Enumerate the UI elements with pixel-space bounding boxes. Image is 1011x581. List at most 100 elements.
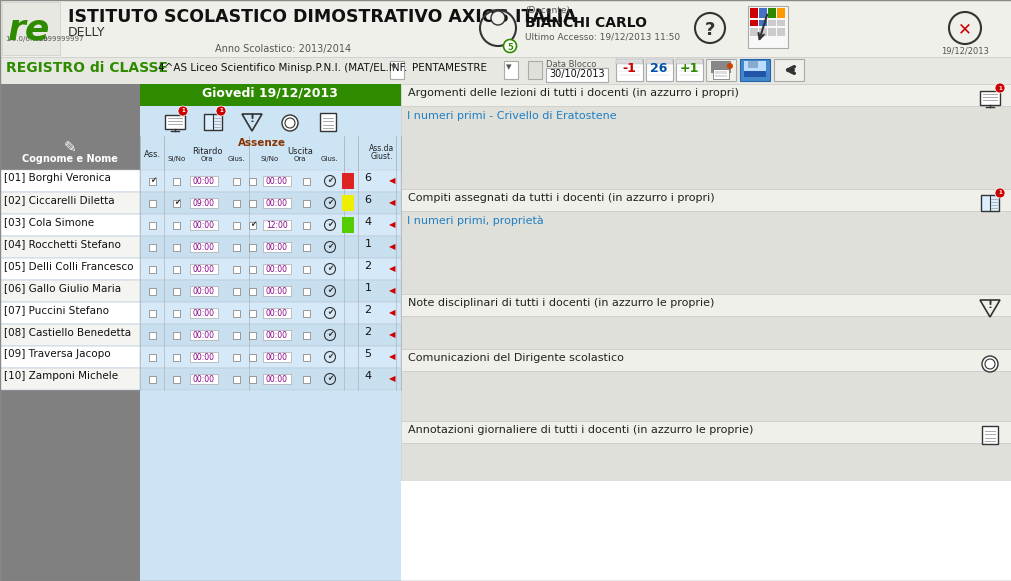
Bar — [250, 375, 256, 382]
Text: !: ! — [987, 300, 992, 310]
Text: 00:00: 00:00 — [266, 309, 288, 317]
Bar — [190, 264, 217, 274]
Text: 6: 6 — [364, 173, 371, 183]
Text: re: re — [8, 13, 51, 47]
Bar — [743, 71, 765, 77]
Text: Giovedi 19/12/2013: Giovedi 19/12/2013 — [202, 86, 338, 99]
Text: 00:00: 00:00 — [193, 221, 214, 229]
Bar — [150, 221, 157, 228]
Bar — [150, 266, 157, 272]
Bar — [234, 288, 241, 295]
Text: Data Blocco: Data Blocco — [546, 60, 595, 69]
Bar — [776, 28, 785, 36]
Circle shape — [282, 115, 297, 131]
Bar — [758, 8, 766, 18]
Bar — [400, 84, 1011, 106]
Text: ✔: ✔ — [327, 286, 333, 296]
Bar — [190, 286, 217, 296]
Circle shape — [490, 11, 504, 25]
Circle shape — [503, 40, 516, 52]
Text: Compiti assegnati da tutti i docenti (in azzurro i propri): Compiti assegnati da tutti i docenti (in… — [407, 193, 714, 203]
Bar — [190, 308, 217, 318]
Text: 00:00: 00:00 — [193, 331, 214, 339]
Text: ✔: ✔ — [327, 177, 333, 185]
Bar — [319, 113, 336, 131]
Text: ✔: ✔ — [327, 242, 333, 252]
Text: 1: 1 — [219, 109, 222, 113]
Bar — [400, 481, 1011, 581]
Bar — [0, 0, 1011, 57]
Bar — [303, 199, 310, 206]
Bar — [400, 211, 1011, 294]
Text: Ultimo Accesso: 19/12/2013 11:50: Ultimo Accesso: 19/12/2013 11:50 — [525, 32, 679, 41]
Bar — [250, 332, 256, 339]
Bar — [263, 176, 291, 186]
Bar — [250, 310, 256, 317]
Text: [06] Gallo Giulio Maria: [06] Gallo Giulio Maria — [4, 283, 121, 293]
Bar — [0, 192, 140, 214]
Text: ◀: ◀ — [388, 221, 395, 229]
Text: Si/No: Si/No — [261, 156, 279, 162]
Bar — [711, 61, 730, 73]
Circle shape — [726, 63, 732, 69]
Text: 00:00: 00:00 — [266, 375, 288, 383]
Bar — [342, 195, 354, 211]
Text: 1: 1 — [997, 191, 1001, 195]
Text: Gius.: Gius. — [227, 156, 246, 162]
Bar — [979, 91, 999, 105]
Text: Ora: Ora — [293, 156, 306, 162]
Bar — [140, 390, 400, 581]
Bar — [0, 236, 140, 258]
Text: 00:00: 00:00 — [193, 286, 214, 296]
Bar — [0, 302, 140, 324]
Bar — [0, 84, 140, 581]
Text: 4: 4 — [364, 371, 371, 381]
Text: 00:00: 00:00 — [193, 309, 214, 317]
Text: Uscita: Uscita — [287, 147, 312, 156]
Bar — [743, 61, 765, 77]
Bar — [706, 59, 735, 81]
Text: Comunicazioni del Dirigente scolastico: Comunicazioni del Dirigente scolastico — [407, 353, 623, 363]
Circle shape — [994, 188, 1004, 198]
Bar — [616, 59, 642, 81]
Bar — [400, 189, 1011, 211]
Bar — [173, 199, 180, 206]
Text: ◀: ◀ — [388, 199, 395, 207]
Text: Argomenti delle lezioni di tutti i docenti (in azzurro i propri): Argomenti delle lezioni di tutti i docen… — [407, 88, 738, 98]
Bar — [758, 20, 766, 26]
Text: ✔: ✔ — [327, 375, 333, 383]
Bar — [528, 61, 542, 79]
Bar — [747, 61, 757, 68]
Bar — [150, 375, 157, 382]
Bar — [173, 353, 180, 360]
Bar — [303, 178, 310, 185]
Bar — [140, 170, 400, 192]
Bar — [0, 214, 140, 236]
Bar — [0, 324, 140, 346]
Text: Ass.da: Ass.da — [369, 144, 394, 153]
Bar — [173, 332, 180, 339]
Bar — [173, 243, 180, 250]
Bar — [713, 69, 728, 79]
Bar — [389, 61, 403, 79]
Text: ✔: ✔ — [327, 309, 333, 317]
Bar — [234, 199, 241, 206]
Bar — [263, 330, 291, 340]
Bar — [739, 59, 769, 81]
Circle shape — [981, 356, 997, 372]
Text: Giust.: Giust. — [370, 152, 393, 161]
Bar — [234, 221, 241, 228]
Bar — [234, 178, 241, 185]
Bar — [150, 288, 157, 295]
Text: 12:00: 12:00 — [266, 221, 287, 229]
Text: PENTAMESTRE: PENTAMESTRE — [411, 63, 486, 73]
Text: ✔: ✔ — [327, 221, 333, 229]
Text: 5: 5 — [364, 349, 371, 359]
Bar — [150, 199, 157, 206]
Text: 6: 6 — [364, 195, 371, 205]
Bar — [0, 57, 1011, 84]
Bar — [776, 8, 785, 18]
Text: Ass.: Ass. — [145, 150, 162, 159]
Text: [08] Castiello Benedetta: [08] Castiello Benedetta — [4, 327, 131, 337]
Bar — [190, 176, 217, 186]
